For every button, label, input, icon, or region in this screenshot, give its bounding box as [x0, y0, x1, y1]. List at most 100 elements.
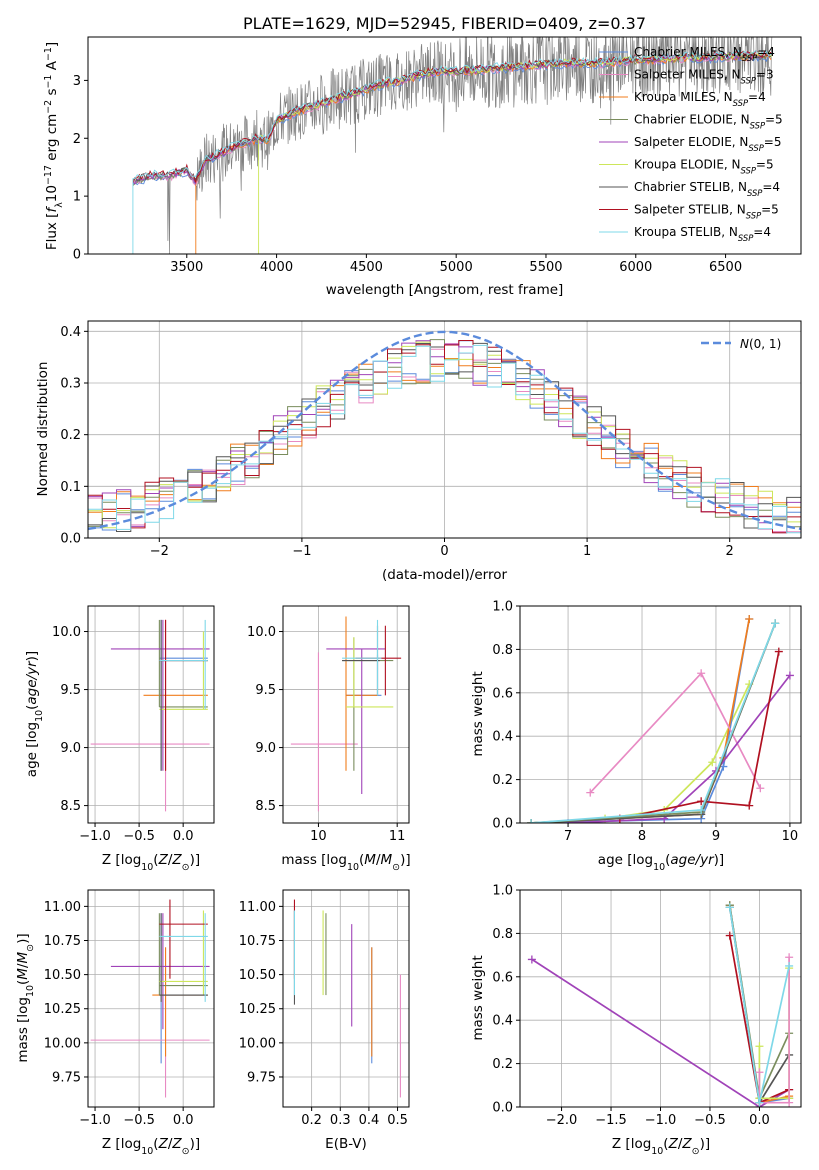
x-tick-label: 0.3: [330, 1113, 351, 1128]
y-tick-label: 10.0: [52, 625, 81, 640]
figure-title: PLATE=1629, MJD=52945, FIBERID=0409, z=0…: [243, 14, 646, 33]
massweight-line-salpeter-miles: [758, 957, 790, 1104]
x-tick-label: −2.0: [546, 1113, 578, 1128]
massweight-line-salpeter-elodie: [568, 674, 791, 823]
y-tick-label: 0.4: [492, 1014, 513, 1029]
massweight-marker: [774, 647, 783, 656]
x-tick-label: −1.0: [645, 1113, 677, 1128]
x-tick-label: 8: [638, 829, 646, 844]
massweight-marker: [755, 1098, 764, 1107]
legend-label: Salpeter STELIB, NSSP=5: [634, 203, 779, 221]
y-tick-label: 10.25: [44, 1002, 81, 1017]
x-tick-label: −1.0: [79, 829, 111, 844]
massweight-marker: [586, 788, 595, 797]
axes-massweight_vs_age: 7 8 9 10 0.0 0.2 0.4 0.6 0.8 1.0: [492, 600, 802, 844]
massweight-z-ylabel: mass weight: [470, 955, 486, 1040]
x-tick-label: −0.5: [123, 829, 155, 844]
legend-label: Salpeter ELODIE, NSSP=5: [634, 135, 782, 153]
axes-frame: [87, 889, 215, 1108]
massweight-marker: [527, 955, 536, 964]
legend-label: Chabrier STELIB, NSSP=4: [634, 180, 780, 198]
axes-age_vs_Z: −1.0 −0.5 0.0 8.5 9.0 9.5 10.0: [52, 605, 215, 844]
massweight-age-xlabel: age [log10(age/yr)]: [598, 852, 724, 873]
massweight-marker: [756, 784, 765, 793]
y-tick-label: 3: [73, 74, 81, 89]
y-tick-label: 10.75: [44, 934, 81, 949]
axes-residuals: −2 −1 0 1 2 0.0 0.1 0.2 0.3 0.4: [60, 320, 802, 559]
axes-frame: [519, 889, 802, 1108]
legend-label: Kroupa ELODIE, NSSP=5: [634, 158, 774, 176]
massweight-line-salpeter-stelib: [619, 651, 780, 820]
plot-area: [527, 615, 794, 823]
x-tick-label: 10: [782, 829, 799, 844]
histogram-kroupa-stelib: [88, 344, 801, 534]
massweight-marker: [745, 615, 754, 624]
mass-z-ylabel: mass [log10(M/M⊙)]: [15, 933, 36, 1062]
y-tick-label: 9.0: [60, 741, 81, 756]
y-tick-label: 0.3: [60, 377, 81, 392]
massweight-marker: [725, 903, 734, 912]
plot-area: [88, 330, 801, 534]
y-tick-label: 10.50: [239, 968, 276, 983]
massweight-marker: [745, 801, 754, 810]
y-tick-label: 9.0: [255, 741, 276, 756]
massweight-marker: [755, 1042, 764, 1051]
massweight-marker: [755, 1068, 764, 1077]
axes-frame: [87, 36, 802, 255]
x-tick-label: −0.5: [694, 1113, 726, 1128]
x-tick-label: 0.4: [359, 1113, 380, 1128]
y-tick-label: 0.2: [492, 773, 513, 788]
y-tick-label: 0.4: [492, 730, 513, 745]
y-tick-label: 10.75: [239, 934, 276, 949]
legend-label: Salpeter MILES, NSSP=3: [634, 68, 774, 86]
plot-area: [527, 901, 794, 1107]
massweight-marker: [785, 1098, 794, 1107]
massweight-z-xlabel: Z [log10(Z/Z⊙)]: [612, 1136, 710, 1157]
age-z-ylabel: age [log10(age/yr)]: [24, 651, 45, 777]
spectrum-ylabel: Flux [fλ10−17 erg cm−2 s−1 A−1]: [43, 42, 65, 250]
massweight-age-ylabel: mass weight: [470, 671, 486, 756]
x-tick-label: 1: [583, 544, 591, 559]
axes-mass_vs_ebv: 0.2 0.3 0.4 0.5 9.75 10.00 10.25 10.50 10.75 11.0…: [239, 889, 410, 1128]
massweight-marker: [708, 758, 717, 767]
y-tick-label: 0.2: [60, 428, 81, 443]
axes-frame: [87, 320, 802, 539]
mass-z-xlabel: Z [log10(Z/Z⊙)]: [102, 1136, 200, 1157]
y-tick-label: 9.5: [255, 683, 276, 698]
x-tick-label: −1: [292, 544, 311, 559]
y-tick-label: 1: [73, 190, 81, 205]
x-tick-label: 6000: [619, 260, 652, 275]
spectrum-xlabel: wavelength [Angstrom, rest frame]: [326, 282, 564, 298]
y-tick-label: 11.00: [239, 900, 276, 915]
y-tick-label: 10.25: [239, 1002, 276, 1017]
model-spectrum-kroupa-stelib: [132, 49, 772, 254]
plot-area: [132, 37, 773, 254]
y-tick-label: 0.0: [492, 1101, 513, 1116]
x-tick-label: 0.0: [173, 1113, 194, 1128]
y-tick-label: 0.6: [492, 970, 513, 985]
x-tick-label: 6500: [709, 260, 742, 275]
model-spectrum-kroupa-miles: [195, 52, 772, 254]
massweight-marker: [785, 961, 794, 970]
axes-mass_vs_Z: −1.0 −0.5 0.0 9.75 10.00 10.25 10.50 10.75 11.00: [44, 889, 215, 1128]
y-tick-label: 11.00: [44, 900, 81, 915]
model-spectrum-salpeter-miles: [132, 53, 772, 187]
age-mass-xlabel: mass [log10(M/M⊙)]: [281, 852, 410, 873]
axes-frame: [282, 605, 410, 824]
x-tick-label: −0.5: [123, 1113, 155, 1128]
massweight-marker: [697, 669, 706, 678]
plot-area: [290, 616, 402, 812]
x-tick-label: 0.2: [301, 1113, 322, 1128]
x-tick-label: 0.0: [173, 829, 194, 844]
y-tick-label: 10.00: [44, 1036, 81, 1051]
massweight-line-salpeter-miles: [589, 671, 762, 794]
y-tick-label: 8.5: [60, 799, 81, 814]
gaussian-legend-label: N(0, 1): [740, 337, 781, 351]
massweight-marker: [785, 671, 794, 680]
y-tick-label: 0.0: [60, 532, 81, 547]
legend-label: Chabrier MILES, NSSP=4: [634, 45, 775, 63]
y-tick-label: 0.4: [60, 325, 81, 340]
axes-frame: [282, 889, 410, 1108]
x-tick-label: −2: [150, 544, 169, 559]
